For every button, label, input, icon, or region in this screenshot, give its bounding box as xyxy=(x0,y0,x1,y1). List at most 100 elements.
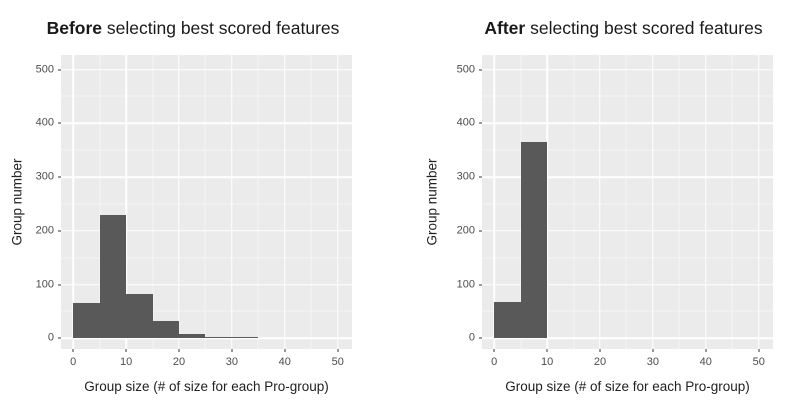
y-axis-tick xyxy=(479,122,482,124)
y-tick-label: 300 xyxy=(456,170,475,183)
x-axis-tick xyxy=(599,349,601,352)
x-axis-tick xyxy=(652,349,654,352)
chart-title: After selecting best scored features xyxy=(424,18,797,38)
y-tick-label: 100 xyxy=(35,278,54,290)
x-axis-tick xyxy=(493,349,495,352)
plot-area: 0 10 20 30 40 50 0 100 200 300 400 500 Group size (#… xyxy=(10,55,352,394)
histogram-bar xyxy=(126,293,153,339)
gridline-major-vertical xyxy=(284,55,286,349)
y-axis-title: Group number xyxy=(424,158,440,246)
x-tick-label: 50 xyxy=(331,356,344,368)
histogram-bar xyxy=(520,142,548,339)
gridline-minor-vertical xyxy=(99,55,101,349)
y-axis-tick xyxy=(58,122,61,124)
plot-panel xyxy=(61,55,352,349)
gridline-minor-horizontal xyxy=(61,310,352,312)
y-tick-label: 0 xyxy=(47,331,54,344)
x-axis-tick xyxy=(125,349,127,352)
gridline-minor-horizontal xyxy=(482,95,773,97)
gridline-minor-vertical xyxy=(625,55,627,349)
gridline-minor-horizontal xyxy=(482,310,773,312)
y-axis-tick xyxy=(479,337,482,339)
chart-title-bold: Before xyxy=(46,17,103,38)
y-axis-tick xyxy=(479,69,482,70)
gridline-minor-horizontal xyxy=(482,257,773,259)
y-tick-label: 400 xyxy=(35,116,54,129)
y-tick-label: 0 xyxy=(468,331,475,344)
x-tick-label: 30 xyxy=(646,356,660,368)
gridline-minor-vertical xyxy=(310,55,312,349)
gridline-major-vertical xyxy=(599,55,601,349)
gridline-major-vertical xyxy=(231,55,233,349)
chart-title-bold: After xyxy=(484,17,526,38)
y-axis-tick xyxy=(479,176,482,178)
x-axis-tick xyxy=(337,349,339,352)
y-tick-label: 500 xyxy=(35,63,54,75)
gridline-minor-vertical xyxy=(257,55,259,349)
x-tick-label: 0 xyxy=(491,356,498,368)
histogram-bar xyxy=(99,214,127,339)
gridline-major-vertical xyxy=(336,55,339,349)
gridline-major-horizontal xyxy=(482,230,773,232)
y-axis-tick xyxy=(58,284,61,285)
x-tick-label: 10 xyxy=(119,356,133,368)
x-tick-label: 40 xyxy=(699,356,712,368)
gridline-major-horizontal xyxy=(482,122,773,124)
x-axis-tick xyxy=(705,349,707,352)
gridline-major-vertical xyxy=(546,55,548,349)
x-tick-label: 10 xyxy=(540,356,554,368)
plot-area: 0 10 20 30 40 50 0 100 200 300 400 500 Group size (#… xyxy=(425,55,773,394)
x-tick-label: 30 xyxy=(225,356,239,368)
gridline-major-vertical xyxy=(705,55,707,349)
x-tick-label: 20 xyxy=(593,356,607,368)
y-tick-label: 400 xyxy=(456,116,475,129)
chart-title-text: selecting best scored features xyxy=(102,17,340,38)
gridline-major-vertical xyxy=(178,55,180,349)
y-axis-tick xyxy=(58,176,61,178)
y-axis-tick xyxy=(58,337,61,339)
x-axis-tick xyxy=(231,349,233,352)
gridline-major-horizontal xyxy=(482,283,773,286)
gridline-minor-vertical xyxy=(678,55,680,349)
y-axis-tick xyxy=(58,69,61,70)
x-axis-title: Group size (# of size for each Pro-group… xyxy=(505,379,750,394)
chart-title-text: selecting best scored features xyxy=(525,17,763,38)
x-axis-tick xyxy=(72,349,74,352)
gridline-major-horizontal xyxy=(61,176,352,178)
gridline-major-horizontal xyxy=(61,122,352,124)
y-axis-tick xyxy=(479,284,482,285)
y-axis-tick xyxy=(479,230,482,232)
x-axis-tick xyxy=(546,349,548,352)
gridline-major-horizontal xyxy=(482,68,773,71)
gridline-major-vertical xyxy=(72,55,74,349)
histogram-bar xyxy=(178,333,206,339)
gridline-minor-vertical xyxy=(152,55,154,349)
gridline-minor-horizontal xyxy=(482,149,773,151)
x-tick-label: 0 xyxy=(70,356,77,368)
y-tick-label: 300 xyxy=(35,170,54,183)
chart-figure-after: After selecting best scored features 0 10… xyxy=(398,0,797,408)
x-axis-tick xyxy=(178,349,180,352)
y-tick-label: 500 xyxy=(456,63,475,75)
gridline-major-horizontal xyxy=(61,230,352,232)
y-axis-tick xyxy=(58,230,61,232)
gridline-minor-horizontal xyxy=(61,257,352,259)
gridline-major-horizontal xyxy=(61,68,352,71)
gridline-minor-horizontal xyxy=(61,95,352,97)
chart-title: Before selecting best scored features xyxy=(0,18,392,38)
histogram-bar xyxy=(231,336,259,339)
x-axis-title: Group size (# of size for each Pro-group… xyxy=(84,379,329,394)
gridline-major-vertical xyxy=(493,55,495,349)
gridline-major-vertical xyxy=(652,55,654,349)
gridline-minor-vertical xyxy=(573,55,575,349)
gridline-minor-vertical xyxy=(204,55,206,349)
gridline-major-vertical xyxy=(125,55,127,349)
y-tick-label: 200 xyxy=(35,224,54,237)
gridline-major-horizontal xyxy=(61,283,352,286)
y-tick-label: 200 xyxy=(456,224,475,237)
histogram-bar xyxy=(73,303,100,339)
y-tick-label: 100 xyxy=(456,278,475,290)
chart-figure-before: Before selecting best scored features 0 1… xyxy=(0,0,398,408)
gridline-minor-horizontal xyxy=(482,203,773,205)
